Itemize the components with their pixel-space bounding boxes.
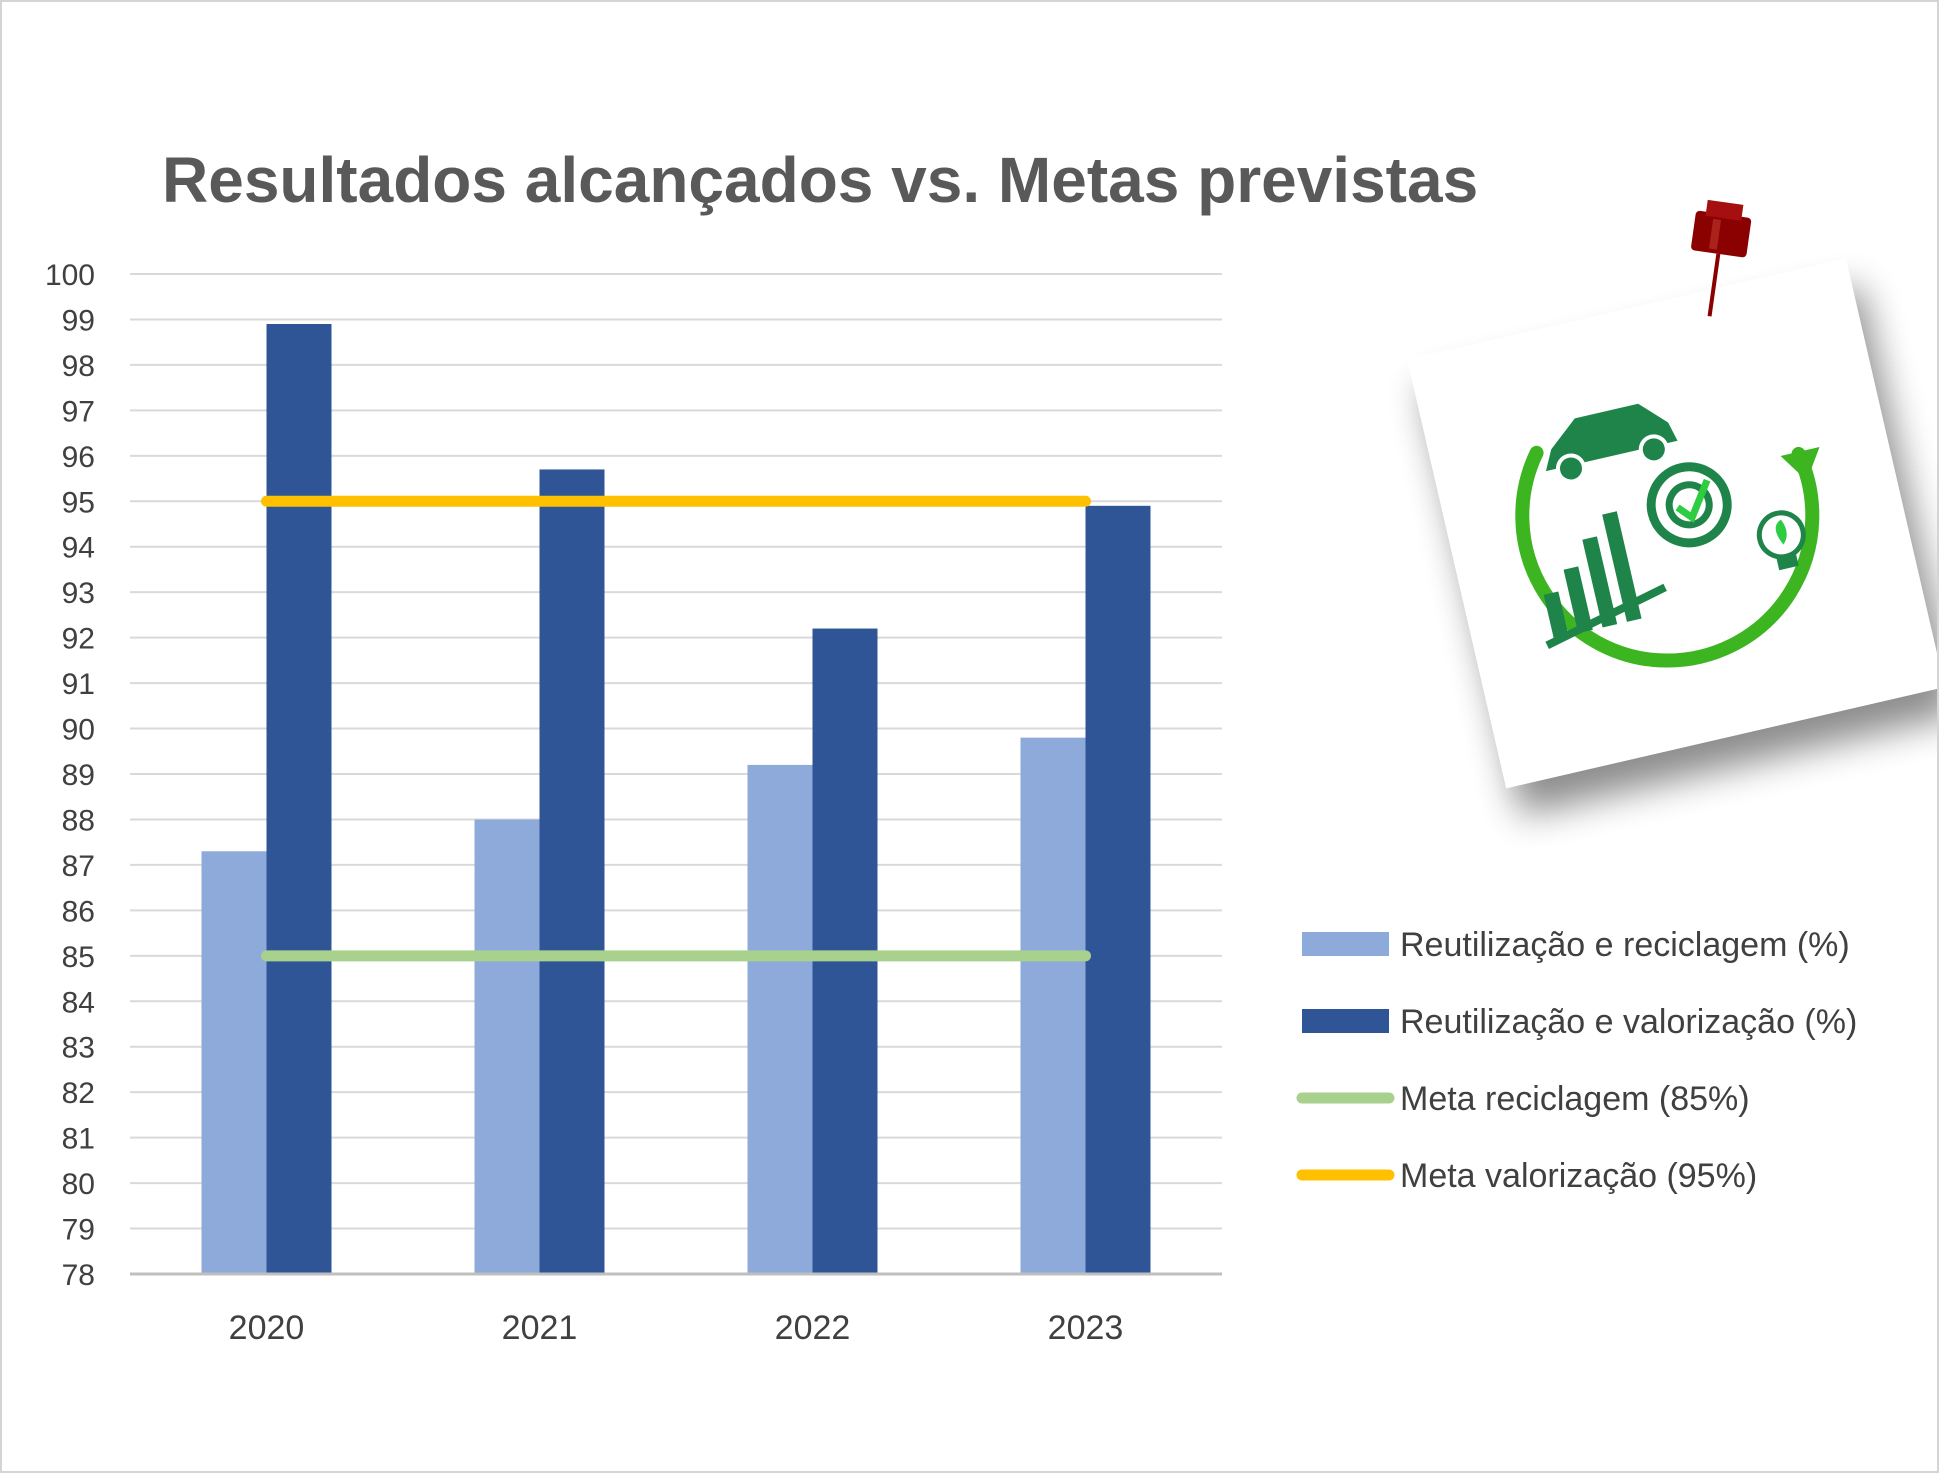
- pinned-note: [1407, 199, 1937, 789]
- legend-label: Meta reciclagem (85%): [1400, 1080, 1750, 1118]
- bar-valorizacao-2021: [539, 469, 605, 1274]
- x-tick-label: 2021: [502, 1309, 578, 1347]
- legend-label: Reutilização e reciclagem (%): [1400, 926, 1850, 964]
- bar-reciclagem-2020: [201, 851, 267, 1274]
- y-tick-label: 92: [62, 623, 95, 656]
- y-tick-label: 78: [62, 1259, 95, 1292]
- y-tick-label: 96: [62, 441, 95, 474]
- y-tick-label: 97: [62, 395, 95, 428]
- y-tick-label: 83: [62, 1032, 95, 1065]
- y-axis-tick-labels: 78 79 80 81 82 83 84 85 86 87 88 89 90 91 92 93 94 95 96 97…: [45, 259, 95, 1292]
- legend-swatch: [1302, 932, 1389, 956]
- y-tick-label: 89: [62, 759, 95, 792]
- bar-reciclagem-2023: [1020, 737, 1086, 1274]
- y-tick-label: 80: [62, 1168, 95, 1201]
- legend: Reutilização e reciclagem (%) Reutilizaçã…: [1296, 926, 1857, 1195]
- note-paper: [1407, 258, 1937, 789]
- y-tick-label: 81: [62, 1123, 95, 1156]
- bar-valorizacao-2023: [1085, 505, 1151, 1274]
- legend-label: Meta valorização (95%): [1400, 1157, 1757, 1195]
- legend-label: Reutilização e valorização (%): [1400, 1003, 1857, 1041]
- y-tick-label: 88: [62, 804, 95, 837]
- y-tick-label: 91: [62, 668, 95, 701]
- chart-title: Resultados alcançados vs. Metas prevista…: [162, 144, 1478, 216]
- y-tick-label: 93: [62, 577, 95, 610]
- pushpin-icon: [1691, 199, 1752, 317]
- x-tick-label: 2020: [229, 1309, 305, 1347]
- bars: [201, 324, 1151, 1274]
- y-tick-label: 86: [62, 895, 95, 928]
- y-tick-label: 87: [62, 850, 95, 883]
- bar-reciclagem-2021: [474, 819, 540, 1274]
- y-tick-label: 95: [62, 486, 95, 519]
- y-tick-label: 84: [62, 986, 95, 1019]
- target-lines: [261, 495, 1091, 962]
- x-tick-label: 2022: [775, 1309, 851, 1347]
- sustainability-cycle-icon: [1515, 403, 1820, 668]
- y-tick-label: 82: [62, 1077, 95, 1110]
- x-tick-label: 2023: [1048, 1309, 1124, 1347]
- y-tick-label: 100: [45, 259, 95, 292]
- y-tick-label: 79: [62, 1214, 95, 1247]
- y-tick-label: 90: [62, 714, 95, 747]
- y-tick-label: 94: [62, 532, 95, 565]
- legend-swatch: [1302, 1009, 1389, 1033]
- bar-valorizacao-2020: [266, 324, 332, 1274]
- y-tick-label: 99: [62, 304, 95, 337]
- y-tick-label: 85: [62, 941, 95, 974]
- x-axis-tick-labels: 2020 2021 2022 2023: [229, 1309, 1124, 1347]
- y-tick-label: 98: [62, 350, 95, 383]
- bar-reciclagem-2022: [747, 764, 813, 1274]
